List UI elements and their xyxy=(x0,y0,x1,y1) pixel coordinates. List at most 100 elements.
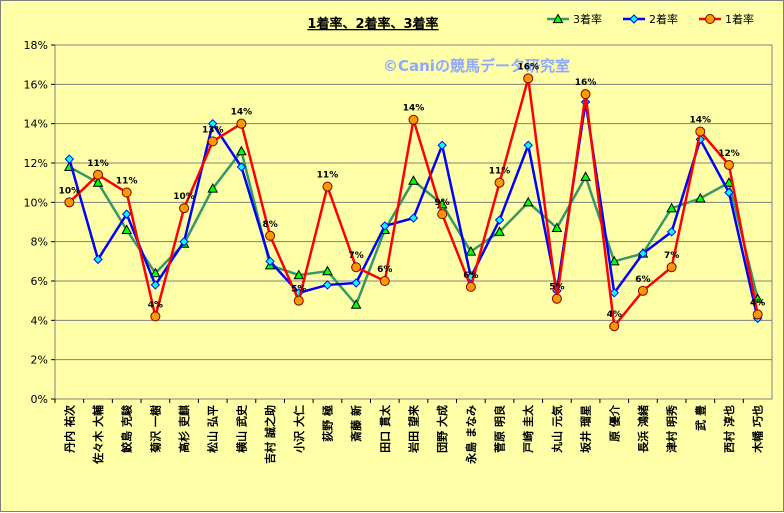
data-point xyxy=(580,89,591,100)
data-label: 14% xyxy=(231,108,253,118)
data-point xyxy=(408,213,419,223)
y-tick-label: 12% xyxy=(24,157,48,170)
x-tick-label: 高杉 吏麒 xyxy=(177,405,191,453)
data-point xyxy=(322,265,333,276)
data-point xyxy=(437,209,448,220)
data-point xyxy=(494,226,505,236)
data-point xyxy=(236,145,247,156)
legend-label: 3着率 xyxy=(573,12,602,26)
data-point xyxy=(121,187,132,198)
data-label: 5% xyxy=(291,285,306,295)
legend-item: 2着率 xyxy=(623,12,678,26)
data-label: 4% xyxy=(607,310,622,320)
data-point xyxy=(523,73,534,84)
data-point xyxy=(351,262,362,273)
data-point xyxy=(150,267,161,278)
data-point xyxy=(666,202,677,213)
data-label: 13% xyxy=(202,125,224,135)
data-point xyxy=(351,278,361,288)
x-tick-label: 鮫島 克駿 xyxy=(120,404,134,453)
x-tick-label: 戸崎 圭太 xyxy=(521,404,535,453)
data-point xyxy=(322,280,333,290)
data-point xyxy=(207,183,219,193)
y-tick-label: 14% xyxy=(24,118,48,131)
x-tick-label: 荻野 極 xyxy=(320,405,334,442)
data-labels: 10% 11% 11% 4% 10% 13% 14% 8% 5% 11% 7% 6% 14% 9% 6% 11… xyxy=(59,62,766,320)
legend-item: 1着率 xyxy=(699,12,754,26)
data-label: 4% xyxy=(750,298,765,308)
gridlines xyxy=(55,44,772,400)
data-point xyxy=(179,203,190,214)
data-point xyxy=(236,118,247,129)
series-layer xyxy=(63,73,764,332)
data-label: 4% xyxy=(148,300,163,310)
y-tick-label: 6% xyxy=(31,275,48,288)
series-1着率 xyxy=(64,73,763,332)
data-label: 11% xyxy=(489,167,511,177)
y-tick-label: 8% xyxy=(31,236,48,249)
y-axis-ticks: 0% 2% 4% 6% 8% 10% 12% 14% 16% 18% xyxy=(24,39,55,406)
data-point xyxy=(551,222,563,232)
data-label: 7% xyxy=(664,251,679,261)
legend-label: 1着率 xyxy=(725,12,754,26)
data-point xyxy=(522,196,534,207)
data-point xyxy=(350,299,362,309)
x-tick-label: 武 豊 xyxy=(693,405,707,431)
data-point xyxy=(293,295,304,306)
data-point xyxy=(64,154,75,164)
data-label: 11% xyxy=(317,171,339,181)
data-point xyxy=(551,293,562,304)
data-point xyxy=(580,171,591,181)
x-tick-label: 長浜 鴻緒 xyxy=(636,405,650,453)
x-tick-label: 松山 弘平 xyxy=(206,405,220,453)
x-tick-label: 小沢 大仁 xyxy=(292,405,306,454)
x-tick-label: 菅原 明良 xyxy=(493,405,507,453)
data-point xyxy=(92,177,104,187)
x-tick-label: 吉村 誠之助 xyxy=(263,405,277,464)
data-label: 16% xyxy=(575,78,597,88)
data-point xyxy=(465,245,477,256)
data-point xyxy=(265,230,276,241)
x-tick-label: 佐々木 大輔 xyxy=(91,405,105,465)
x-tick-label: 斎藤 新 xyxy=(349,405,363,442)
data-point xyxy=(629,14,639,24)
x-tick-label: 西村 淳也 xyxy=(722,405,736,453)
data-label: 14% xyxy=(690,116,712,126)
data-point xyxy=(64,197,75,208)
watermark: ©Caniの競馬データ研究室 xyxy=(383,57,570,75)
data-point xyxy=(379,276,390,286)
data-point xyxy=(695,126,706,137)
data-point xyxy=(236,162,247,172)
x-tick-label: 坂井 瑠星 xyxy=(579,405,593,453)
data-point xyxy=(724,187,734,198)
legend-label: 2着率 xyxy=(649,12,678,26)
data-point xyxy=(150,311,161,322)
legend: 3着率 2着率 1着率 xyxy=(547,12,754,26)
data-point xyxy=(293,269,305,280)
data-label: 6% xyxy=(635,275,650,285)
data-point xyxy=(723,159,734,170)
data-label: 5% xyxy=(549,283,564,293)
y-tick-label: 4% xyxy=(31,314,48,327)
legend-item: 3着率 xyxy=(547,12,602,26)
data-point xyxy=(523,140,533,151)
x-tick-label: 木幡 巧也 xyxy=(751,405,765,454)
data-point xyxy=(265,256,275,267)
data-point xyxy=(494,177,505,188)
data-label: 7% xyxy=(348,251,363,261)
x-tick-label: 田口 貫太 xyxy=(378,404,392,453)
data-point xyxy=(705,14,715,24)
data-point xyxy=(609,321,620,332)
x-tick-label: 岩田 望来 xyxy=(407,404,421,454)
data-label: 11% xyxy=(87,159,109,169)
x-tick-label: 原 優介 xyxy=(607,404,621,442)
data-point xyxy=(207,136,218,147)
data-label: 11% xyxy=(116,177,138,187)
x-tick-label: 津村 明秀 xyxy=(665,405,679,453)
data-label: 6% xyxy=(377,265,392,275)
data-point xyxy=(608,255,620,266)
data-label: 14% xyxy=(403,104,425,114)
data-point xyxy=(666,262,677,273)
data-label: 8% xyxy=(262,220,277,230)
